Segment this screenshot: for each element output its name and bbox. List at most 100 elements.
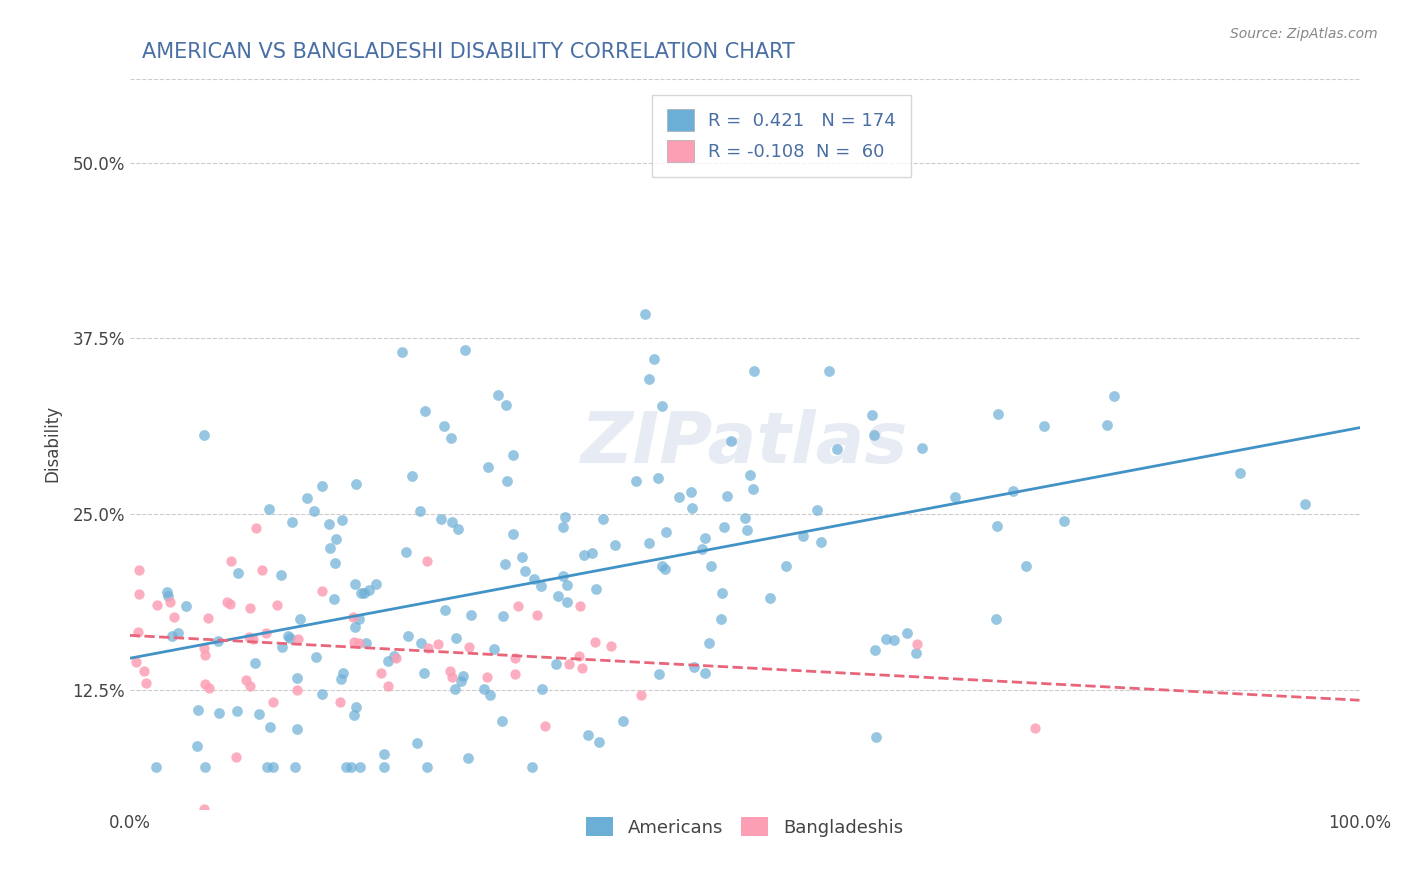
Point: [638, 535, 661, 549]
Point: [806, 502, 828, 516]
Point: [484, 641, 506, 656]
Point: [295, 491, 318, 506]
Point: [270, 568, 292, 582]
Point: [875, 632, 897, 647]
Point: [350, 586, 373, 600]
Point: [159, 595, 181, 609]
Point: [862, 408, 884, 422]
Point: [697, 636, 720, 650]
Point: [534, 719, 557, 733]
Point: [444, 681, 467, 696]
Point: [551, 520, 574, 534]
Point: [346, 700, 368, 714]
Point: [225, 750, 247, 764]
Point: [277, 629, 299, 643]
Point: [453, 669, 475, 683]
Text: ZIPatlas: ZIPatlas: [581, 409, 908, 478]
Point: [302, 503, 325, 517]
Point: [576, 729, 599, 743]
Point: [349, 612, 371, 626]
Point: [558, 657, 581, 672]
Point: [305, 649, 328, 664]
Point: [215, 595, 238, 609]
Point: [382, 649, 405, 664]
Point: [510, 550, 533, 565]
Point: [943, 490, 966, 504]
Point: [335, 760, 357, 774]
Point: [243, 657, 266, 671]
Point: [523, 572, 546, 586]
Point: [896, 625, 918, 640]
Point: [239, 679, 262, 693]
Point: [145, 760, 167, 774]
Point: [905, 646, 928, 660]
Point: [883, 633, 905, 648]
Point: [588, 735, 610, 749]
Point: [343, 620, 366, 634]
Point: [287, 632, 309, 646]
Point: [457, 750, 479, 764]
Point: [332, 666, 354, 681]
Point: [194, 648, 217, 662]
Point: [347, 636, 370, 650]
Point: [1032, 419, 1054, 434]
Point: [905, 637, 928, 651]
Point: [647, 666, 669, 681]
Point: [742, 363, 765, 377]
Point: [651, 559, 673, 574]
Point: [318, 517, 340, 532]
Point: [810, 534, 832, 549]
Point: [377, 654, 399, 668]
Point: [416, 760, 439, 774]
Point: [257, 502, 280, 516]
Point: [581, 546, 603, 560]
Point: [128, 563, 150, 577]
Point: [156, 584, 179, 599]
Point: [167, 625, 190, 640]
Point: [555, 578, 578, 592]
Point: [194, 677, 217, 691]
Text: Source: ZipAtlas.com: Source: ZipAtlas.com: [1230, 27, 1378, 41]
Point: [742, 482, 765, 496]
Point: [634, 307, 657, 321]
Point: [711, 586, 734, 600]
Point: [319, 541, 342, 555]
Point: [226, 704, 249, 718]
Point: [441, 670, 464, 684]
Point: [285, 683, 308, 698]
Point: [505, 666, 527, 681]
Point: [630, 688, 652, 702]
Point: [515, 565, 537, 579]
Point: [865, 643, 887, 657]
Point: [262, 760, 284, 774]
Text: AMERICAN VS BANGLADESHI DISABILITY CORRELATION CHART: AMERICAN VS BANGLADESHI DISABILITY CORRE…: [142, 42, 794, 62]
Point: [585, 582, 607, 597]
Point: [146, 598, 169, 612]
Point: [193, 802, 215, 816]
Point: [1053, 514, 1076, 528]
Point: [412, 665, 434, 680]
Point: [984, 612, 1007, 626]
Point: [502, 448, 524, 462]
Point: [405, 736, 427, 750]
Point: [135, 676, 157, 690]
Point: [254, 626, 277, 640]
Point: [863, 428, 886, 442]
Point: [554, 510, 576, 524]
Point: [262, 695, 284, 709]
Point: [373, 760, 395, 774]
Point: [323, 556, 346, 570]
Point: [343, 577, 366, 591]
Point: [583, 634, 606, 648]
Point: [176, 599, 198, 614]
Point: [235, 673, 257, 687]
Point: [1024, 721, 1046, 735]
Point: [710, 612, 733, 626]
Point: [486, 388, 509, 402]
Point: [328, 694, 350, 708]
Point: [249, 706, 271, 721]
Point: [226, 566, 249, 580]
Point: [738, 468, 761, 483]
Point: [693, 666, 716, 681]
Point: [163, 610, 186, 624]
